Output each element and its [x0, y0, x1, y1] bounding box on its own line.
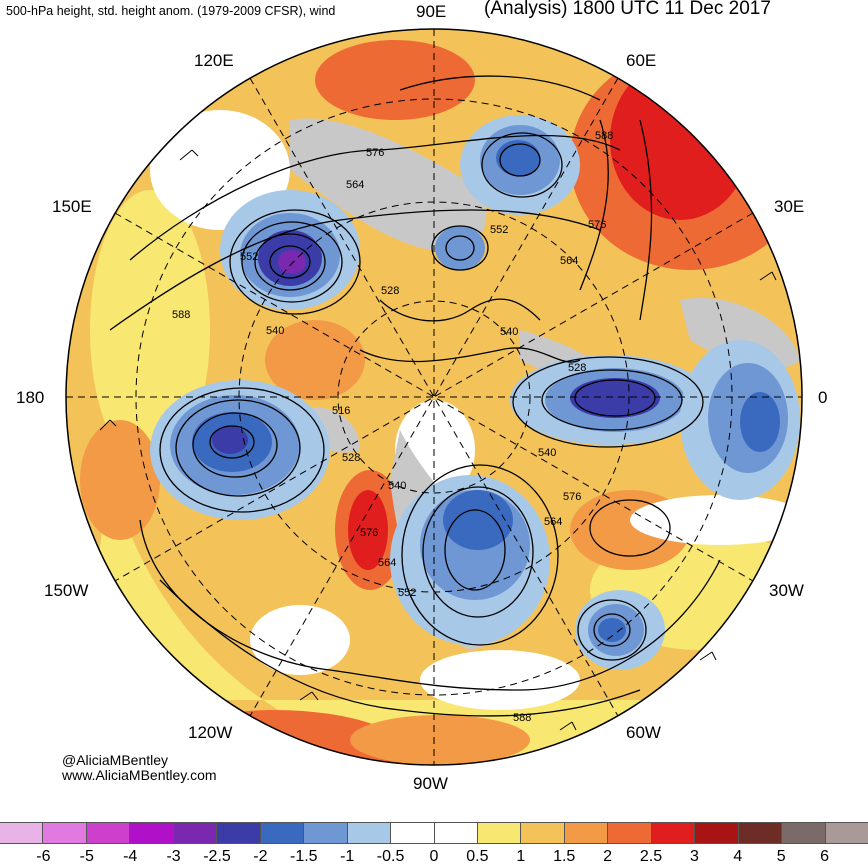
colorbar-swatch: [130, 823, 174, 843]
colorbar-swatch: [825, 823, 868, 843]
lon-label-60e: 60E: [626, 51, 656, 70]
contour-label: 552: [490, 224, 508, 236]
colorbar-swatch: [173, 823, 218, 843]
contour-label: 540: [500, 326, 518, 338]
contour-label: 528: [381, 285, 399, 297]
colorbar-tick-label: -0.5: [376, 848, 405, 865]
lon-label-150w: 150W: [44, 581, 88, 600]
colorbar-swatch: [0, 823, 44, 843]
graticule: [66, 29, 802, 765]
colorbar-tick-label: -2: [253, 848, 268, 865]
contour-label: 588: [172, 309, 190, 321]
lon-label-0: 0: [818, 388, 827, 407]
contour-label: 528: [342, 452, 360, 464]
contour-label: 564: [544, 516, 562, 528]
colorbar-swatch: [434, 823, 478, 843]
polar-map: 576 564 552 588 576 564 552 528 540 588 …: [16, 2, 827, 793]
author-website: www.AliciaMBentley.com: [62, 767, 217, 783]
colorbar-swatch: [304, 823, 348, 843]
colorbar-tick-label: -1.5: [290, 848, 318, 865]
contour-label: 576: [588, 219, 606, 231]
contour-label: 516: [332, 405, 350, 417]
contour-label: 540: [388, 480, 406, 492]
contour-label: 528: [568, 362, 586, 374]
lon-label-30e: 30E: [774, 197, 804, 216]
colorbar-tick-label: 3: [689, 848, 699, 865]
colorbar-swatch: [695, 823, 739, 843]
colorbar-swatch: [43, 823, 87, 843]
contour-label: 552: [240, 251, 258, 263]
lon-label-30w: 30W: [769, 581, 804, 600]
colorbar-tick-label: -1: [340, 848, 355, 865]
colorbar-tick-label: 6: [820, 848, 830, 865]
colorbar-tick-label: -2.5: [203, 848, 231, 865]
map-subtitle: 500-hPa height, std. height anom. (1979-…: [6, 4, 336, 18]
lon-label-90e: 90E: [416, 2, 446, 21]
colorbar-tick-label: 4: [733, 848, 743, 865]
colorbar-tick-label: 2.5: [639, 848, 663, 865]
contour-label: 588: [595, 130, 613, 142]
author-credit: @AliciaMBentley: [62, 752, 169, 768]
colorbar-tick-label: 1: [516, 848, 526, 865]
height-contours: [109, 75, 721, 717]
colorbar-swatch: [521, 823, 565, 843]
colorbar-tick-label: 1.5: [553, 848, 576, 865]
contour-label: 552: [398, 587, 416, 599]
colorbar-tick-label: -3: [166, 848, 181, 865]
wind-barbs: [99, 149, 777, 731]
colorbar: [0, 822, 868, 844]
colorbar-swatch: [564, 823, 609, 843]
contour-label: 588: [513, 712, 531, 724]
contour-label: 564: [346, 179, 364, 191]
contour-label: 540: [266, 325, 284, 337]
colorbar-tick-label: 5: [776, 848, 786, 865]
colorbar-tick-label: 0: [429, 848, 439, 865]
colorbar-swatch: [651, 823, 696, 843]
colorbar-swatch: [217, 823, 261, 843]
colorbar-swatch: [260, 823, 305, 843]
lon-label-90w: 90W: [413, 774, 448, 793]
colorbar-tick-label: 0.5: [466, 848, 489, 865]
contour-label: 540: [538, 447, 556, 459]
contour-label: 576: [366, 147, 384, 159]
lon-label-120e: 120E: [194, 51, 234, 70]
colorbar-swatch: [782, 823, 826, 843]
colorbar-swatch: [477, 823, 522, 843]
contour-labels: 576 564 552 588 576 564 552 528 540 588 …: [172, 130, 613, 724]
colorbar-ticks: -6 -5 -4 -3 -2.5 -2 -1.5 -1 -0.5 0 0.5 1 1.5 2 2.5 3 4 5 6: [0, 848, 868, 865]
colorbar-tick-label: -6: [36, 848, 51, 865]
lon-label-120w: 120W: [188, 723, 232, 742]
contour-label: 576: [563, 491, 581, 503]
colorbar-swatch: [608, 823, 652, 843]
colorbar-tick-label: -5: [79, 848, 94, 865]
lon-label-150e: 150E: [52, 197, 92, 216]
contour-label: 576: [360, 527, 378, 539]
lon-label-180: 180: [16, 388, 44, 407]
longitude-labels: 90E 60E 30E 0 30W 60W 90W 120W 150W 180 …: [16, 2, 827, 793]
map-border: [65, 28, 803, 766]
colorbar-tick-label: -4: [123, 848, 138, 865]
lon-label-60w: 60W: [626, 723, 661, 742]
contour-label: 564: [560, 255, 578, 267]
colorbar-swatch: [738, 823, 783, 843]
colorbar-swatch: [347, 823, 392, 843]
colorbar-swatch: [86, 823, 131, 843]
colorbar-swatch: [391, 823, 435, 843]
contour-label: 564: [378, 557, 396, 569]
map-title: (Analysis) 1800 UTC 11 Dec 2017: [484, 0, 771, 19]
colorbar-tick-label: 2: [603, 848, 613, 865]
